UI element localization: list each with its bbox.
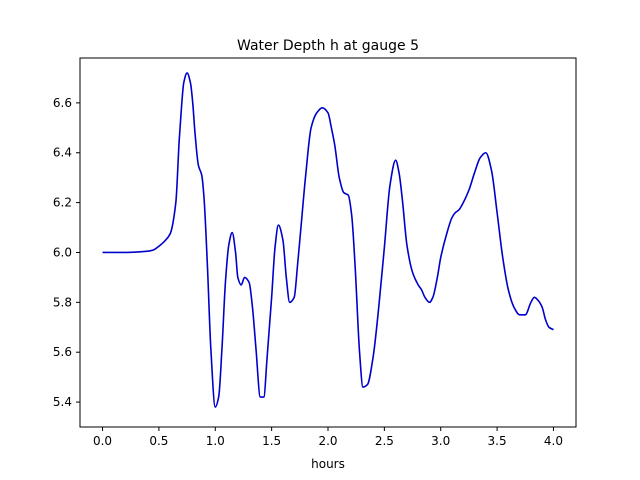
plot-area — [102, 72, 554, 408]
y-tick-label: 6.6 — [53, 96, 72, 110]
y-axis-ticks: 5.4 5.6 5.8 6.0 6.2 6.4 6.6 — [53, 96, 80, 409]
x-tick-label: 2.5 — [375, 434, 394, 448]
y-tick-label: 5.6 — [53, 345, 72, 359]
series-line-0 — [102, 72, 554, 408]
x-tick-label: 4.0 — [544, 434, 563, 448]
y-tick-label: 6.0 — [53, 245, 72, 259]
y-tick-label: 5.4 — [53, 395, 72, 409]
x-axis-label: hours — [311, 457, 345, 471]
x-tick-label: 1.5 — [262, 434, 281, 448]
x-tick-label: 0.5 — [149, 434, 168, 448]
y-tick-label: 6.4 — [53, 146, 72, 160]
y-tick-label: 6.2 — [53, 196, 72, 210]
x-tick-label: 3.5 — [488, 434, 507, 448]
y-tick-label: 5.8 — [53, 295, 72, 309]
x-tick-label: 0.0 — [93, 434, 112, 448]
x-tick-label: 3.0 — [431, 434, 450, 448]
x-tick-label: 2.0 — [318, 434, 337, 448]
chart-title: Water Depth h at gauge 5 — [237, 38, 419, 54]
x-tick-label: 1.0 — [206, 434, 225, 448]
x-axis-ticks: 0.0 0.5 1.0 1.5 2.0 2.5 3.0 3.5 4.0 — [93, 427, 563, 448]
